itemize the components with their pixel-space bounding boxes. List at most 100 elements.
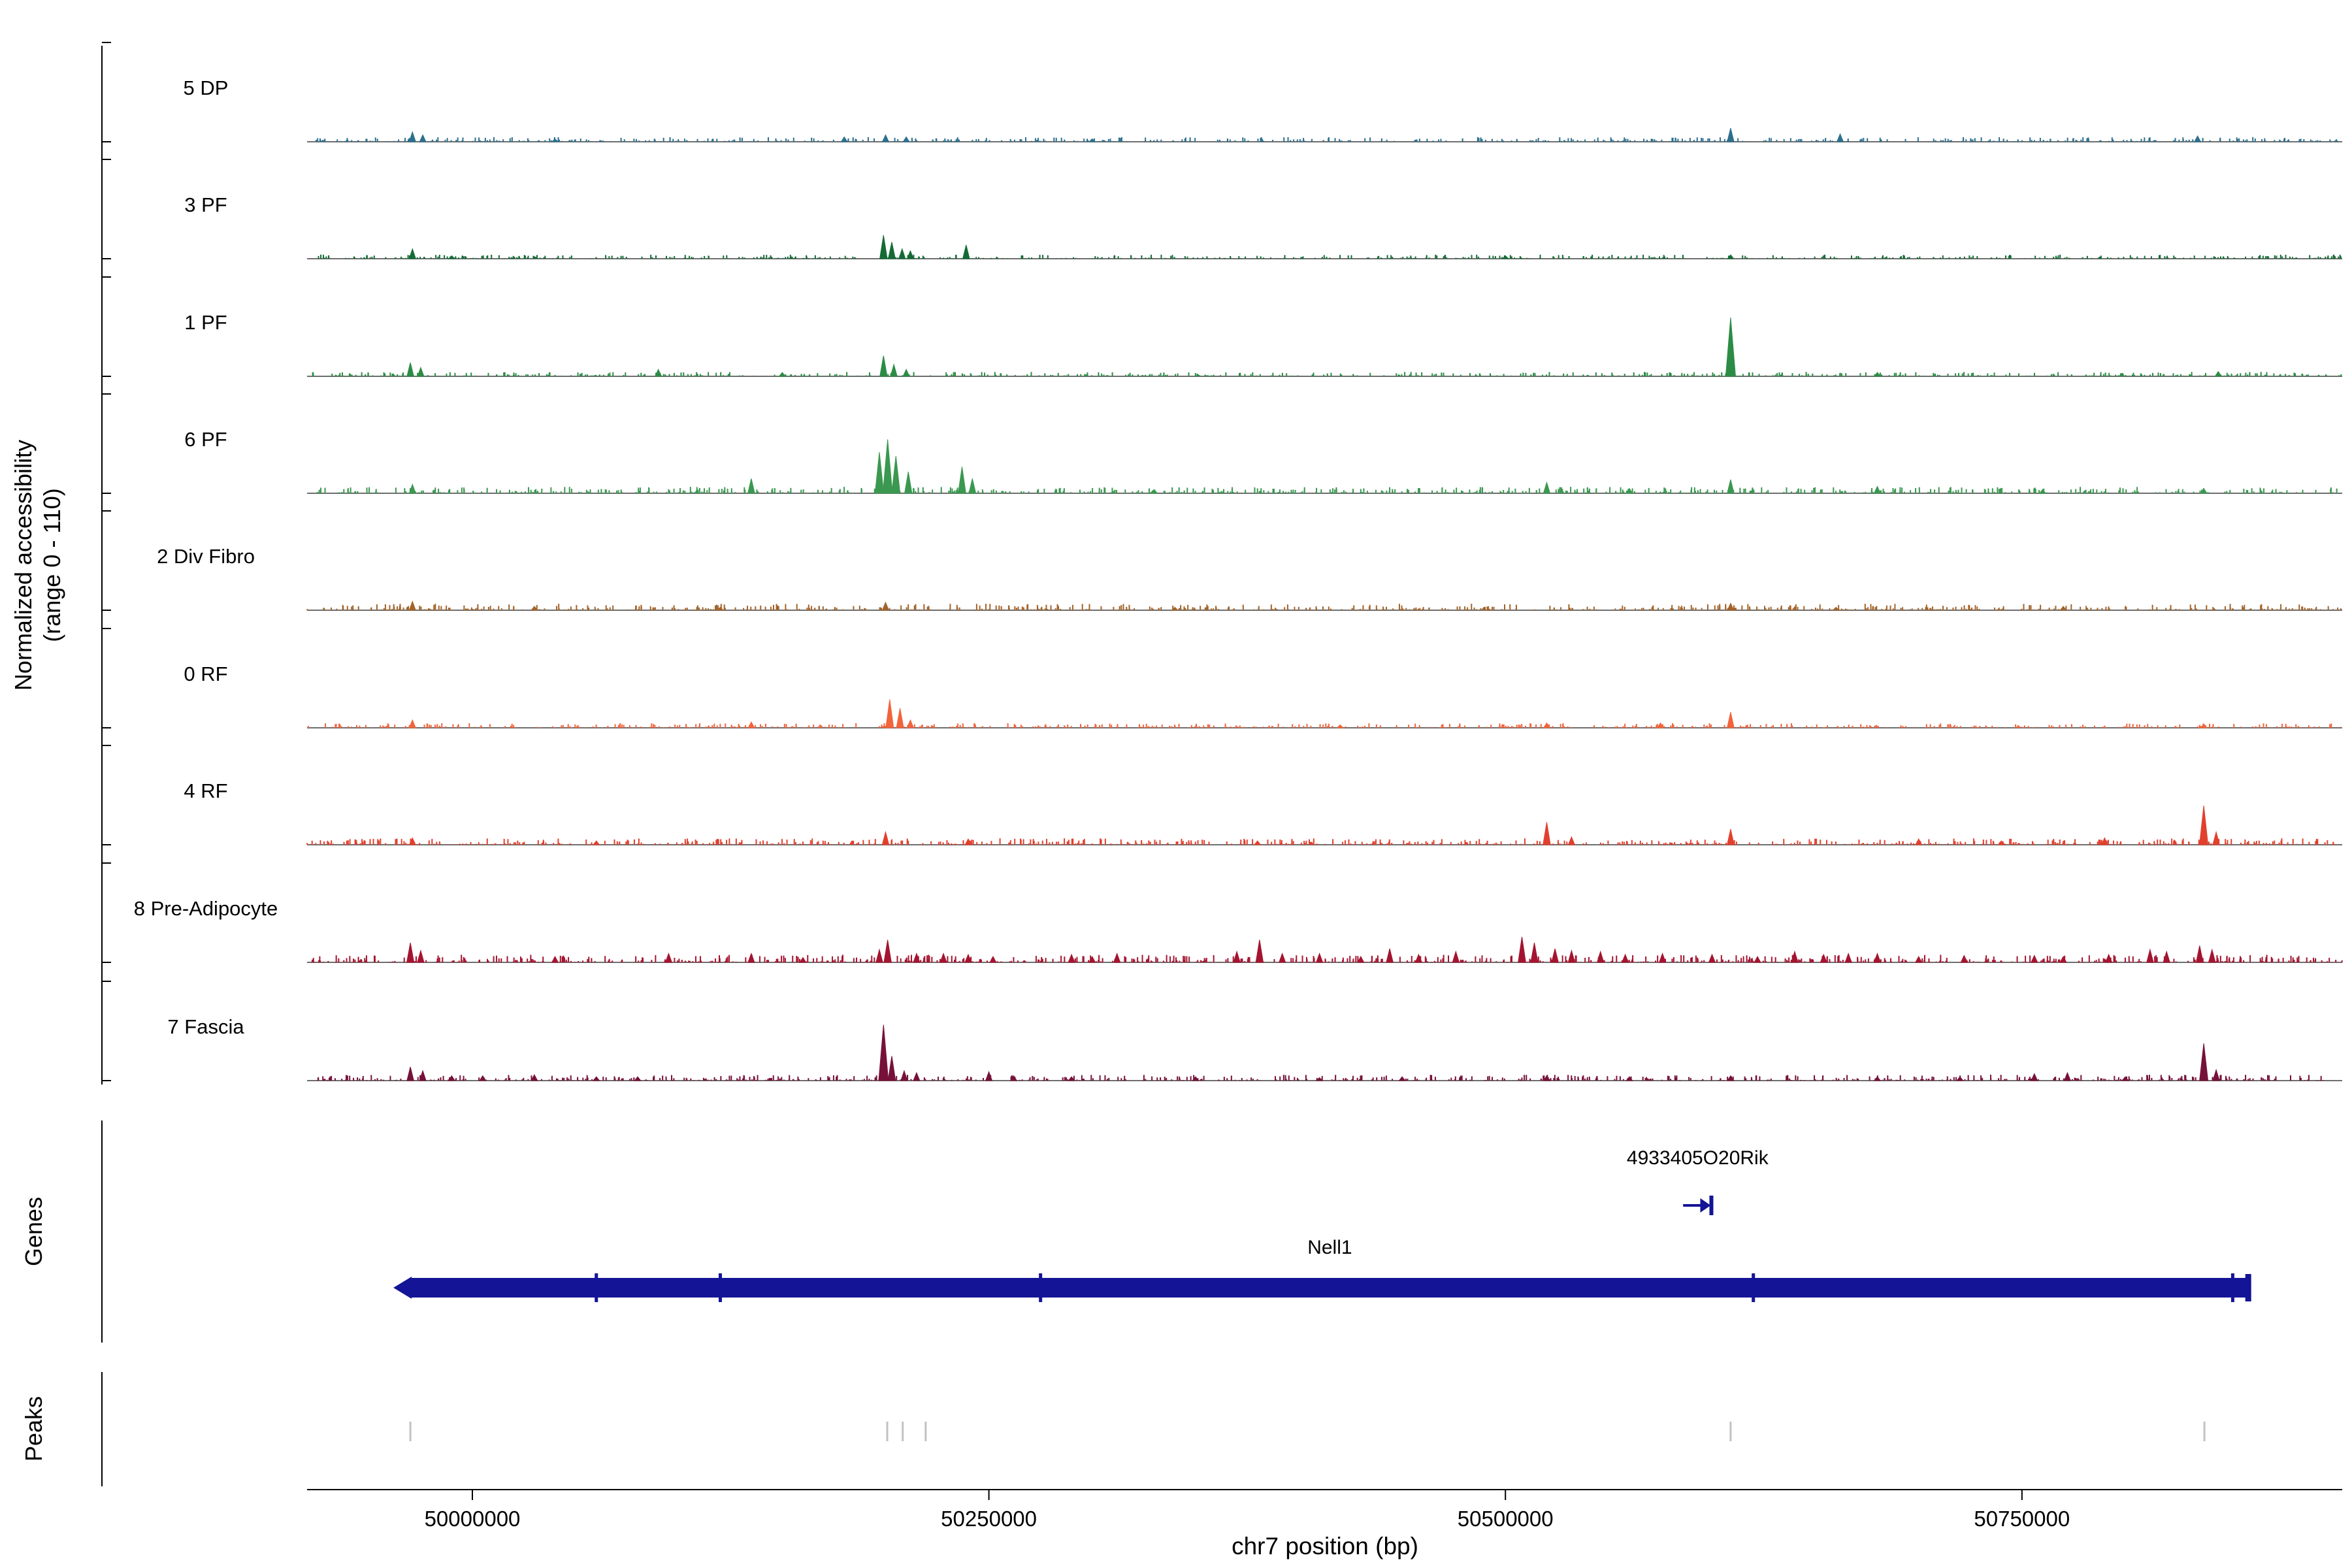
signal-peak [881,601,890,611]
signal-peak [593,1076,600,1081]
signal-peak [716,606,725,611]
signal-peak [1708,953,1716,963]
signal-peak [1009,1075,1018,1081]
signal-peak [900,1070,908,1081]
signal-peak [778,372,787,377]
signal-peak [1171,606,1179,611]
signal-peak [2212,1068,2220,1081]
signal-peak [1088,138,1096,142]
signal-peak [2199,805,2209,845]
signal-peak [1068,1076,1075,1081]
signal-peak [875,948,883,963]
signal-peak [1956,1076,1964,1081]
signal-peak [906,250,915,259]
signal-track-2-div-fibro [306,600,2342,611]
signal-track-3-pf [307,235,2342,259]
gene-glyph-nell1 [393,1273,2251,1302]
signal-peak [1543,1075,1551,1081]
noise-bars [306,604,2342,610]
signal-peak [1543,481,1551,494]
gene-strand-arrow [393,1277,412,1299]
signal-peak [1596,950,1605,963]
signal-peak [417,367,425,377]
signal-peak [408,483,416,494]
signal-peak [1791,950,1799,963]
signal-peak [2031,955,2038,963]
noise-bars [306,838,2336,845]
signal-peak [2104,953,2113,963]
gene-end-cap [1709,1196,1714,1215]
signal-peak [408,837,416,845]
signal-peak [964,953,972,963]
signal-peak [1727,602,1735,611]
track-label-7-fascia: 7 Fascia [167,1015,244,1038]
signal-peak [1336,724,1345,728]
signal-peak [1625,1076,1633,1081]
signal-peak [964,838,972,845]
signal-peak [913,953,921,963]
signal-peak [904,471,913,494]
track-label-8-pre-adipocyte: 8 Pre-Adipocyte [133,897,278,920]
signal-peak [408,719,416,728]
x-tick-label-50500000: 50500000 [1457,1507,1554,1531]
signal-peak [968,478,977,494]
track-label-6-pf: 6 PF [184,428,227,451]
genes-section-label: Genes [20,1196,47,1267]
signal-peak [1414,953,1423,963]
signal-peak [840,136,848,142]
signal-peak [958,466,966,494]
y-axis-label-line1: Normalized accessibility [10,439,37,691]
signal-peak [406,1066,414,1081]
signal-track-8-pre-adipocyte [307,936,2343,963]
signal-track-1-pf [307,317,2342,377]
track-label-4-rf: 4 RF [184,779,228,802]
noise-bars [310,955,2343,962]
signal-peak [1518,936,1526,963]
signal-peak [1625,487,1633,494]
x-tick-label-50750000: 50750000 [1974,1507,2070,1531]
signal-peak [551,138,559,142]
signal-peak [1567,836,1576,845]
signal-peak [898,248,906,259]
signal-peak [2199,1043,2209,1081]
signal-peak [1873,372,1882,377]
signal-peak [419,134,427,142]
signal-track-5-dp [307,127,2342,142]
signal-peak [2200,487,2208,494]
signal-peak [2121,1076,2129,1081]
signal-peak [2031,1073,2038,1081]
signal-peak [888,242,896,259]
signal-peak [593,840,600,845]
noise-bars [316,137,2338,142]
signal-peak [654,368,662,377]
signal-peak [1255,939,1264,963]
signal-peak [879,355,888,377]
gene-label-nell1: Nell1 [1307,1237,1352,1258]
signal-peak [896,708,904,728]
signal-peak [531,606,538,611]
signal-peak [1844,953,1852,963]
signal-peak [962,244,970,259]
track-label-2-div-fibro: 2 Div Fibro [157,545,255,568]
peaks-section-label: Peaks [20,1396,47,1462]
signal-peak [1279,953,1286,963]
signal-peak [1754,955,1761,963]
track-label-5-dp: 5 DP [183,76,229,99]
signal-peak [885,699,894,728]
signal-peak [2038,489,2047,494]
signal-peak [2214,370,2222,377]
track-label-3-pf: 3 PF [184,193,227,216]
signal-peak [634,1076,642,1081]
signal-peak [1501,255,1510,259]
signal-track-4-rf [306,805,2342,845]
signal-peak [408,131,416,142]
signal-peak [1727,1075,1735,1081]
signal-peak [531,1073,538,1081]
signal-peak [1621,953,1629,963]
signal-peak [1192,1076,1200,1081]
signal-peak [878,1024,889,1081]
signal-peak [902,136,910,142]
signal-track-0-rf [307,699,2342,728]
peaks-track [409,1422,2206,1441]
